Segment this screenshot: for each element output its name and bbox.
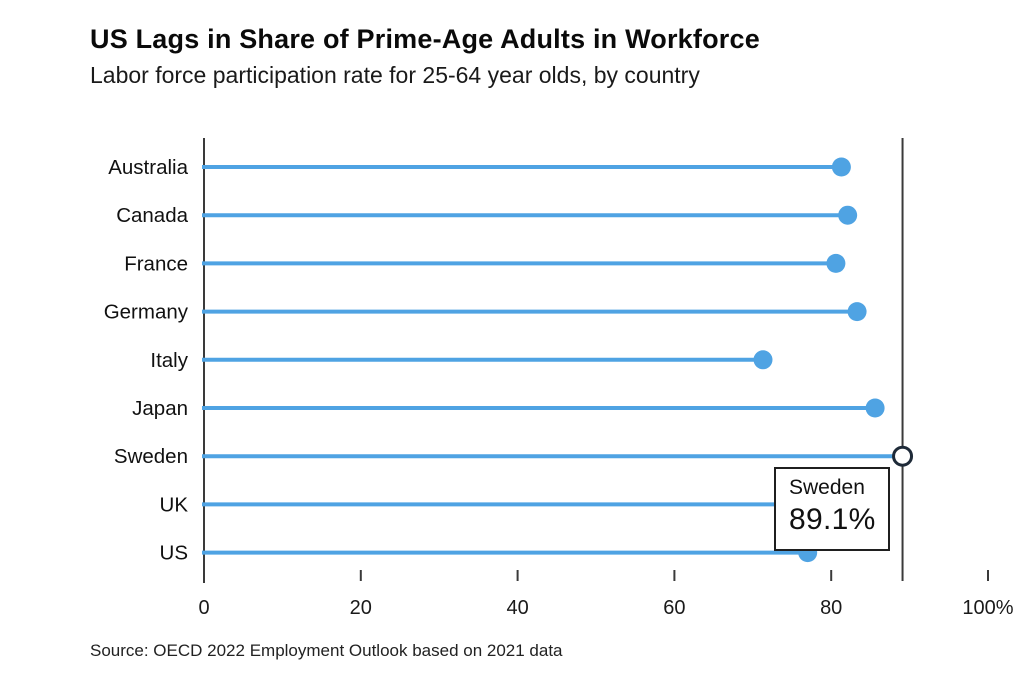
data-point-australia[interactable]	[831, 157, 851, 177]
data-point-germany[interactable]	[847, 302, 867, 322]
source-note: Source: OECD 2022 Employment Outlook bas…	[90, 641, 563, 660]
x-tick-label-80: 80	[820, 597, 842, 619]
data-point-italy[interactable]	[753, 350, 773, 370]
x-tick-label-0: 0	[198, 597, 209, 619]
tooltip-value: 89.1%	[789, 503, 876, 536]
tooltip: Sweden 89.1%	[774, 467, 890, 551]
category-label-italy: Italy	[150, 349, 188, 372]
tooltip-country: Sweden	[789, 476, 865, 499]
data-point-france[interactable]	[826, 253, 846, 273]
category-label-france: France	[124, 252, 188, 275]
category-label-sweden: Sweden	[114, 445, 188, 468]
category-label-canada: Canada	[116, 204, 188, 227]
x-tick-label-100: 100%	[962, 597, 1013, 619]
category-label-germany: Germany	[104, 301, 189, 324]
x-tick-label-40: 40	[506, 597, 528, 619]
category-label-japan: Japan	[132, 397, 188, 420]
x-tick-label-60: 60	[663, 597, 685, 619]
category-label-uk: UK	[160, 493, 189, 516]
page-title: US Lags in Share of Prime-Age Adults in …	[90, 24, 760, 54]
page-subtitle: Labor force participation rate for 25-64…	[90, 62, 700, 88]
category-label-us: US	[160, 542, 188, 565]
x-tick-label-20: 20	[350, 597, 372, 619]
category-label-australia: Australia	[108, 156, 188, 179]
data-point-sweden-highlighted[interactable]	[892, 445, 914, 467]
data-point-japan[interactable]	[865, 398, 885, 418]
data-point-canada[interactable]	[838, 205, 858, 225]
